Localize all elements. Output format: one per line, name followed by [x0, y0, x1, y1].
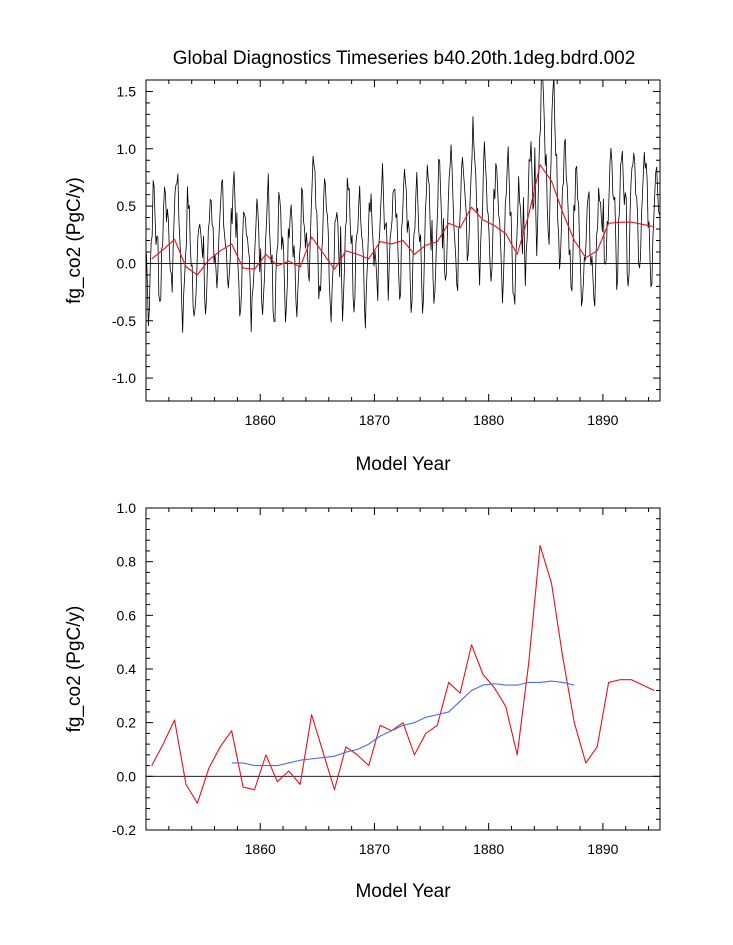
x-tick-label: 1880 — [473, 841, 504, 857]
y-tick-label: 0.8 — [117, 554, 137, 570]
annual-series-line — [151, 164, 655, 276]
bottom-plot-frame — [145, 507, 661, 831]
x-tick-label: 1870 — [359, 412, 390, 428]
y-tick-label: 0.0 — [117, 768, 137, 784]
x-tick-label: 1890 — [587, 412, 618, 428]
top-y-axis-label: fg_co2 (PgC/y) — [64, 177, 85, 304]
bottom-y-axis-label: fg_co2 (PgC/y) — [64, 606, 85, 733]
y-tick-label: 0.0 — [117, 255, 137, 271]
y-tick-label: 1.5 — [117, 83, 137, 99]
annual-series-line — [151, 545, 655, 804]
x-tick-label: 1890 — [587, 841, 618, 857]
y-tick-label: 0.6 — [117, 607, 137, 623]
top-panel: 1860 1870 1880 1890 -1.0 -0.5 0.0 0.5 1.0 1.5 Mod… — [64, 79, 661, 475]
y-tick-label: -1.0 — [112, 370, 136, 386]
x-tick-label: 1860 — [245, 841, 276, 857]
x-tick-label: 1860 — [245, 412, 276, 428]
top-x-axis-label: Model Year — [355, 454, 451, 475]
monthly-series-line — [146, 80, 660, 333]
smoothed-series-line — [231, 680, 575, 767]
y-tick-label: -0.2 — [112, 822, 136, 838]
y-tick-label: 0.2 — [117, 715, 137, 731]
x-tick-label: 1880 — [473, 412, 504, 428]
bottom-panel: 1860 1870 1880 1890 -0.2 0.0 0.2 0.4 0.6 0.8 1.0 M… — [64, 500, 661, 902]
y-tick-label: 1.0 — [117, 141, 137, 157]
y-tick-label: -0.5 — [112, 313, 136, 329]
chart-title: Global Diagnostics Timeseries b40.20th.1… — [173, 48, 636, 69]
x-tick-label: 1870 — [359, 841, 390, 857]
y-tick-label: 0.5 — [117, 198, 137, 214]
y-tick-label: 0.4 — [117, 661, 137, 677]
bottom-x-axis-label: Model Year — [355, 881, 451, 902]
y-tick-label: 1.0 — [117, 500, 137, 516]
